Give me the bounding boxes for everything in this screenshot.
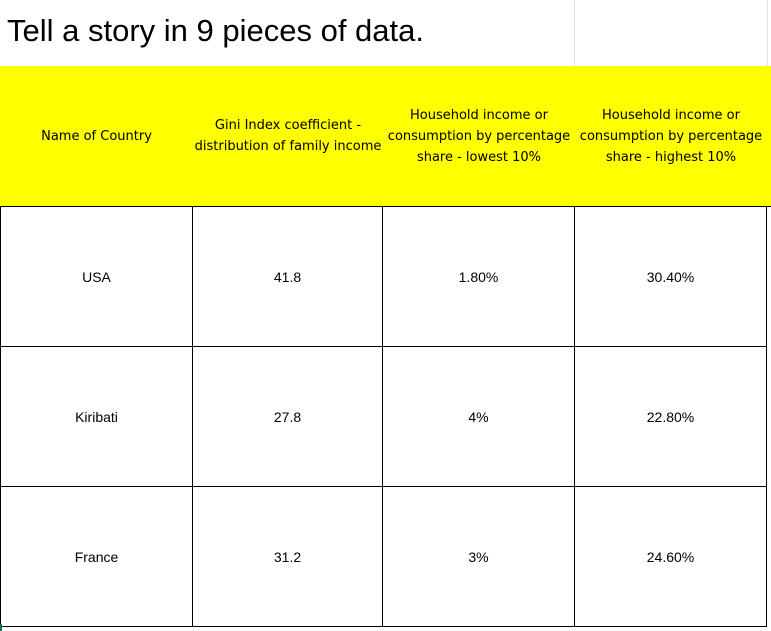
header-cell-highest-10[interactable]: Household income or consumption by perce… [579,107,763,165]
gridline [0,486,767,487]
gridline [0,207,1,627]
gridline [192,207,193,627]
gridline [574,207,575,627]
gridline [0,626,767,627]
gridline [574,0,575,66]
title-cell[interactable]: Tell a story in 9 pieces of data. [7,13,425,48]
gridline [382,207,383,627]
cell-gini[interactable]: 27.8 [273,408,302,425]
cell-lowest-10[interactable]: 3% [468,548,489,565]
header-cell-gini[interactable]: Gini Index coefficient - distribution of… [194,118,382,154]
cell-country[interactable]: USA [82,268,111,285]
cell-gini[interactable]: 31.2 [273,548,302,565]
gridline [767,0,768,66]
cell-gini[interactable]: 41.8 [273,268,302,285]
table-header-row: Name of Country Gini Index coefficient -… [0,66,771,207]
cell-highest-10[interactable]: 22.80% [646,408,695,425]
data-table: USA 41.8 1.80% 30.40% Kiribati 27.8 4% 2… [0,207,771,631]
cell-country[interactable]: France [74,548,119,565]
cell-highest-10[interactable]: 30.40% [646,268,695,285]
cell-lowest-10[interactable]: 4% [468,408,489,425]
header-cell-country[interactable]: Name of Country [41,128,152,144]
header-cell-lowest-10[interactable]: Household income or consumption by perce… [387,107,571,165]
gridline [766,207,767,627]
cell-country[interactable]: Kiribati [75,408,118,425]
cell-lowest-10[interactable]: 1.80% [458,268,499,285]
cell-highest-10[interactable]: 24.60% [646,548,695,565]
gridline [0,346,767,347]
selection-marker [0,624,2,631]
title-row: Tell a story in 9 pieces of data. [0,0,771,66]
